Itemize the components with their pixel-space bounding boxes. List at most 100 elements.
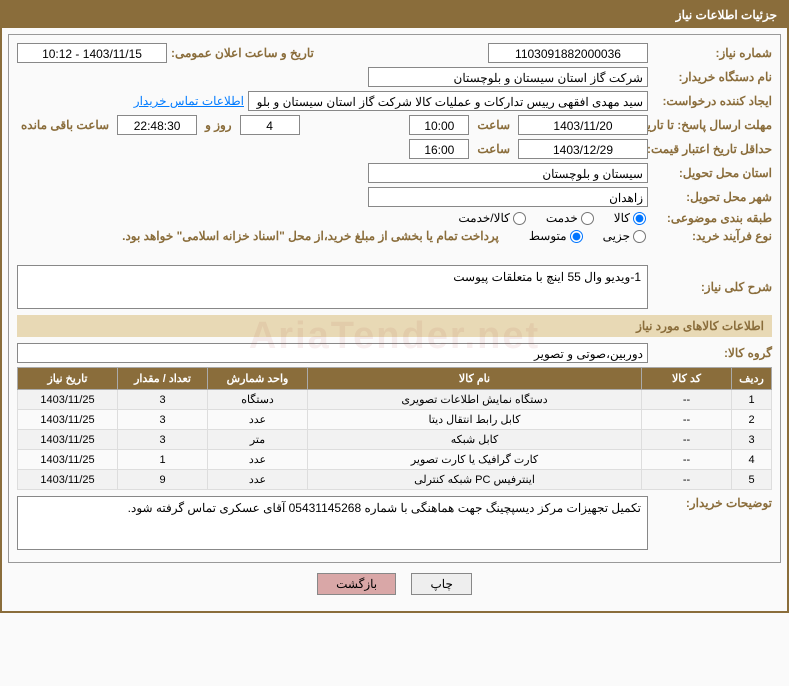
table-cell: 5	[732, 470, 772, 490]
table-cell: 1	[118, 450, 208, 470]
fld-validity-hour: 16:00	[409, 139, 469, 159]
table-body: 1--دستگاه نمایش اطلاعات تصویریدستگاه3140…	[18, 390, 772, 490]
row-purchase-process: نوع فرآیند خرید: جزیی متوسط پرداخت تمام …	[17, 229, 772, 243]
table-cell: 3	[118, 390, 208, 410]
row-requester: ایجاد کننده درخواست: سید مهدی افقهی رییس…	[17, 91, 772, 111]
lbl-buyer-notes: توضیحات خریدار:	[652, 496, 772, 510]
table-header-row: ردیفکد کالانام کالاواحد شمارشتعداد / مقد…	[18, 368, 772, 390]
lbl-province: استان محل تحویل:	[652, 166, 772, 180]
table-cell: عدد	[208, 410, 308, 430]
radio-service[interactable]: خدمت	[546, 211, 594, 225]
lbl-purchase: نوع فرآیند خرید:	[652, 229, 772, 243]
radio-goods-service-input[interactable]	[513, 212, 526, 225]
panel-header: جزئیات اطلاعات نیاز	[2, 2, 787, 28]
table-cell: کابل شبکه	[308, 430, 642, 450]
buyer-contact-link[interactable]: اطلاعات تماس خریدار	[134, 94, 244, 108]
fld-hours-left: 22:48:30	[117, 115, 197, 135]
table-header-cell: واحد شمارش	[208, 368, 308, 390]
table-cell: 9	[118, 470, 208, 490]
row-validity: حداقل تاریخ اعتبار قیمت: تا تاریخ: 1403/…	[17, 139, 772, 159]
table-cell: --	[642, 390, 732, 410]
table-cell: دستگاه نمایش اطلاعات تصویری	[308, 390, 642, 410]
table-cell: 1403/11/25	[18, 390, 118, 410]
lbl-goods-group: گروه کالا:	[652, 346, 772, 360]
section-goods-info: اطلاعات کالاهای مورد نیاز	[17, 315, 772, 337]
fld-general-desc: 1-ویدیو وال 55 اینچ با متعلقات پیوست	[17, 265, 648, 309]
lbl-reply-deadline: مهلت ارسال پاسخ: تا تاریخ:	[652, 118, 772, 132]
row-general-desc: شرح کلی نیاز: 1-ویدیو وال 55 اینچ با متع…	[17, 265, 772, 309]
fld-announce: 1403/11/15 - 10:12	[17, 43, 167, 63]
table-header-cell: ردیف	[732, 368, 772, 390]
table-cell: --	[642, 410, 732, 430]
table-cell: اینترفیس PC شبکه کنترلی	[308, 470, 642, 490]
table-cell: 3	[732, 430, 772, 450]
lbl-city: شهر محل تحویل:	[652, 190, 772, 204]
radio-medium-input[interactable]	[570, 230, 583, 243]
payment-note: پرداخت تمام یا بخشی از مبلغ خرید،از محل …	[17, 229, 509, 243]
table-header-cell: تعداد / مقدار	[118, 368, 208, 390]
table-cell: 3	[118, 410, 208, 430]
fld-buyer-notes: تکمیل تجهیزات مرکز دیسپچینگ جهت هماهنگی …	[17, 496, 648, 550]
table-cell: 1403/11/25	[18, 410, 118, 430]
table-row: 2--کابل رابط انتقال دیتاعدد31403/11/25	[18, 410, 772, 430]
fld-city: زاهدان	[368, 187, 648, 207]
row-need-no: شماره نیاز: 1103091882000036 تاریخ و ساع…	[17, 43, 772, 63]
radio-partial-input[interactable]	[633, 230, 646, 243]
fld-goods-group: دوربین،صوتی و تصویر	[17, 343, 648, 363]
table-cell: کابل رابط انتقال دیتا	[308, 410, 642, 430]
lbl-subject-cat: طبقه بندی موضوعی:	[652, 211, 772, 225]
table-cell: --	[642, 470, 732, 490]
lbl-general-desc: شرح کلی نیاز:	[652, 280, 772, 294]
table-row: 1--دستگاه نمایش اطلاعات تصویریدستگاه3140…	[18, 390, 772, 410]
table-cell: 1403/11/25	[18, 470, 118, 490]
goods-table: ردیفکد کالانام کالاواحد شمارشتعداد / مقد…	[17, 367, 772, 490]
table-cell: عدد	[208, 470, 308, 490]
table-header-cell: کد کالا	[642, 368, 732, 390]
table-cell: 1403/11/25	[18, 450, 118, 470]
fld-validity-date: 1403/12/29	[518, 139, 648, 159]
fld-need-no: 1103091882000036	[488, 43, 648, 63]
table-cell: عدد	[208, 450, 308, 470]
radio-goods[interactable]: کالا	[614, 211, 646, 225]
table-row: 4--کارت گرافیک یا کارت تصویرعدد11403/11/…	[18, 450, 772, 470]
lbl-need-no: شماره نیاز:	[652, 46, 772, 60]
table-cell: 1	[732, 390, 772, 410]
row-province: استان محل تحویل: سیستان و بلوچستان	[17, 163, 772, 183]
lbl-hour2: ساعت	[473, 142, 514, 156]
table-cell: 1403/11/25	[18, 430, 118, 450]
panel-content: AriaTender.net شماره نیاز: 1103091882000…	[2, 28, 787, 611]
table-row: 5--اینترفیس PC شبکه کنترلیعدد91403/11/25	[18, 470, 772, 490]
form-container: AriaTender.net شماره نیاز: 1103091882000…	[8, 34, 781, 563]
table-cell: --	[642, 450, 732, 470]
lbl-time-left: ساعت باقی مانده	[17, 118, 113, 132]
table-cell: 3	[118, 430, 208, 450]
fld-requester: سید مهدی افقهی رییس تدارکات و عملیات کال…	[248, 91, 648, 111]
fld-reply-hour: 10:00	[409, 115, 469, 135]
lbl-buyer-org: نام دستگاه خریدار:	[652, 70, 772, 84]
main-panel: جزئیات اطلاعات نیاز AriaTender.net شماره…	[0, 0, 789, 613]
fld-reply-date: 1403/11/20	[518, 115, 648, 135]
radio-goods-service[interactable]: کالا/خدمت	[458, 211, 525, 225]
lbl-requester: ایجاد کننده درخواست:	[652, 94, 772, 108]
table-header-cell: نام کالا	[308, 368, 642, 390]
print-button[interactable]: چاپ	[411, 573, 471, 595]
table-cell: 4	[732, 450, 772, 470]
lbl-validity: حداقل تاریخ اعتبار قیمت: تا تاریخ:	[652, 142, 772, 156]
table-cell: متر	[208, 430, 308, 450]
radio-service-input[interactable]	[581, 212, 594, 225]
row-buyer-org: نام دستگاه خریدار: شرکت گاز استان سیستان…	[17, 67, 772, 87]
radio-medium[interactable]: متوسط	[529, 229, 583, 243]
lbl-announce: تاریخ و ساعت اعلان عمومی:	[171, 46, 314, 60]
table-cell: کارت گرافیک یا کارت تصویر	[308, 450, 642, 470]
row-city: شهر محل تحویل: زاهدان	[17, 187, 772, 207]
fld-province: سیستان و بلوچستان	[368, 163, 648, 183]
button-bar: چاپ بازگشت	[8, 563, 781, 605]
radio-partial[interactable]: جزیی	[603, 229, 646, 243]
table-cell: --	[642, 430, 732, 450]
row-reply-deadline: مهلت ارسال پاسخ: تا تاریخ: 1403/11/20 سا…	[17, 115, 772, 135]
lbl-days-and: روز و	[201, 118, 236, 132]
back-button[interactable]: بازگشت	[317, 573, 396, 595]
radio-goods-input[interactable]	[633, 212, 646, 225]
table-cell: دستگاه	[208, 390, 308, 410]
table-cell: 2	[732, 410, 772, 430]
